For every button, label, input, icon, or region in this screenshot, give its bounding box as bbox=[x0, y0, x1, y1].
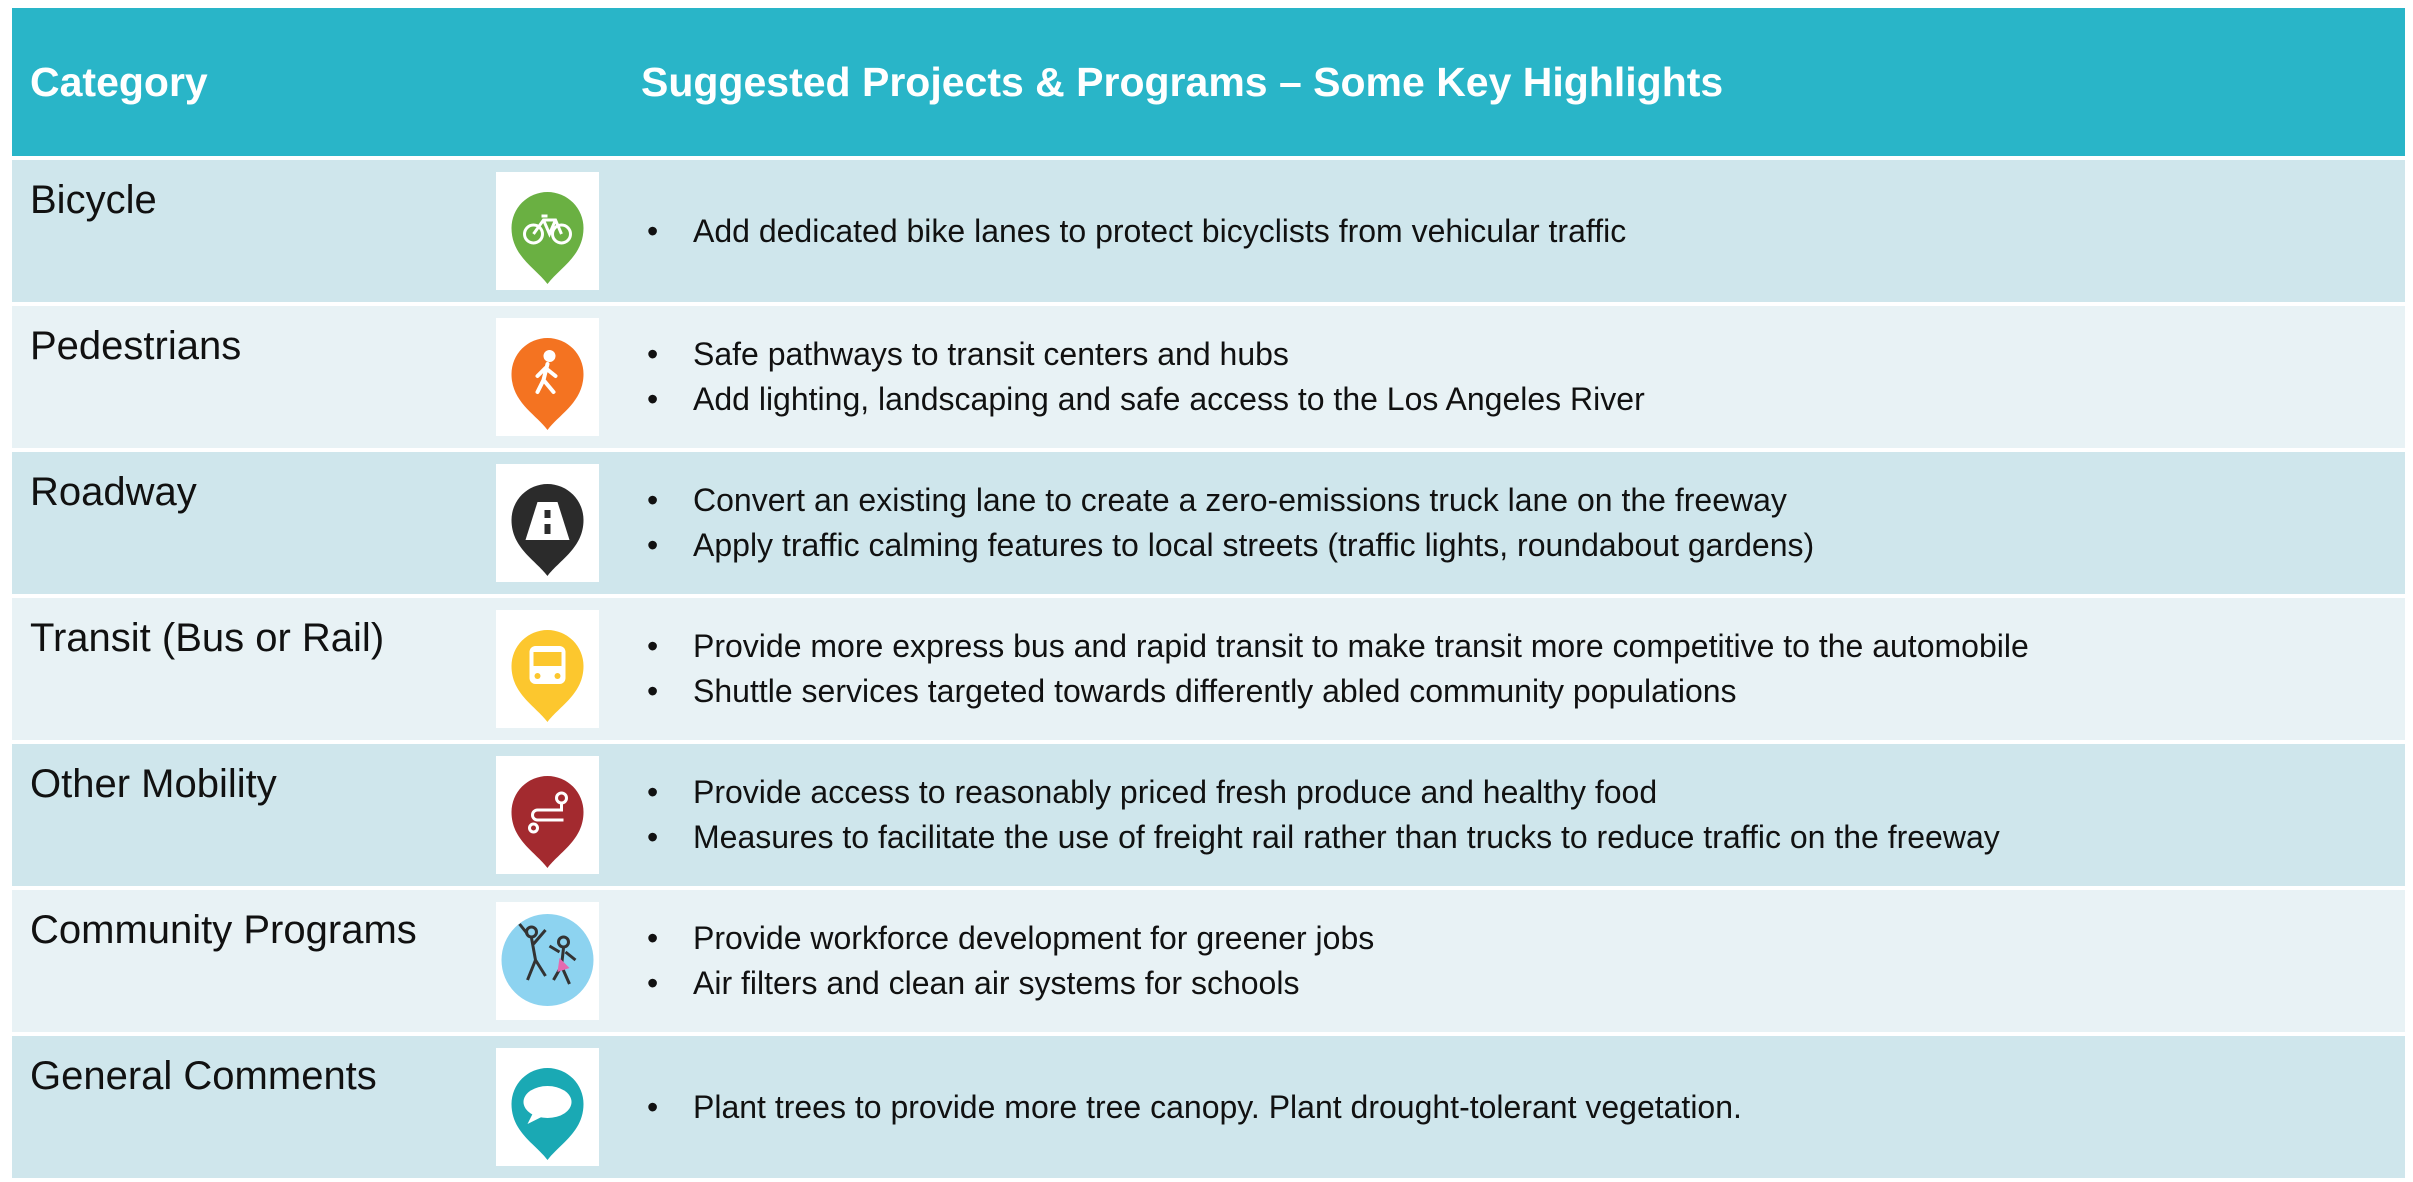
bullet-text: Add lighting, landscaping and safe acces… bbox=[693, 381, 1645, 417]
bullet-item: • Provide workforce development for green… bbox=[647, 916, 2405, 961]
table-row: Community Programs • Provide workforce dev… bbox=[12, 890, 2405, 1032]
category-icon bbox=[496, 318, 599, 436]
bullet-item: • Plant trees to provide more tree canopy… bbox=[647, 1085, 2405, 1130]
bullet-text: Apply traffic calming features to local … bbox=[693, 527, 1815, 563]
bullet-text: Plant trees to provide more tree canopy.… bbox=[693, 1088, 1742, 1125]
header-cell: Category bbox=[30, 58, 208, 105]
bullet-dot: • bbox=[647, 381, 659, 417]
bullet-text: Measures to facilitate the use of freigh… bbox=[693, 819, 2000, 855]
bullet-item: • Air filters and clean air systems for s… bbox=[647, 961, 2405, 1006]
highlights-cell: • Plant trees to provide more tree canopy… bbox=[623, 1036, 2405, 1178]
bullet-text: Air filters and clean air systems for sc… bbox=[693, 965, 1300, 1001]
category-icon bbox=[496, 172, 599, 290]
category-cell: Bicycle bbox=[12, 160, 619, 302]
category-icon bbox=[496, 756, 599, 874]
bullet-dot: • bbox=[647, 527, 659, 563]
category-label: Bicycle bbox=[30, 178, 157, 222]
bullet-text: Shuttle services targeted towards differ… bbox=[693, 673, 1737, 709]
table-row: Roadway • Convert an existing lane to crea… bbox=[12, 452, 2405, 594]
category-icon bbox=[496, 610, 599, 728]
category-cell: Other Mobility bbox=[12, 744, 619, 886]
category-icon bbox=[496, 1048, 599, 1166]
bullet-dot: • bbox=[647, 628, 659, 664]
bullet-text: Convert an existing lane to create a zer… bbox=[693, 482, 1787, 518]
highlights-cell: • Provide more express bus and rapid tran… bbox=[623, 598, 2405, 740]
highlights-cell: • Convert an existing lane to create a ze… bbox=[623, 452, 2405, 594]
category-cell: Pedestrians bbox=[12, 306, 619, 448]
highlights-cell: • Add dedicated bike lanes to protect bic… bbox=[623, 160, 2405, 302]
table-row: Bicycle • Add dedicated bike lanes to prot… bbox=[12, 160, 2405, 302]
bullet-item: • Add dedicated bike lanes to protect bic… bbox=[647, 209, 2405, 254]
category-cell: Community Programs bbox=[12, 890, 619, 1032]
bullet-dot: • bbox=[647, 920, 659, 956]
table-row: Pedestrians • Safe pathways to transit cen… bbox=[12, 306, 2405, 448]
bullet-dot: • bbox=[647, 819, 659, 855]
bullet-text: Add dedicated bike lanes to protect bicy… bbox=[693, 212, 1627, 249]
category-label: Transit (Bus or Rail) bbox=[30, 616, 385, 660]
bullet-item: • Provide more express bus and rapid tran… bbox=[647, 624, 2405, 669]
header-row: Category Suggested Projects & Programs –… bbox=[12, 8, 2405, 156]
category-icon bbox=[496, 464, 599, 582]
bullet-item: • Safe pathways to transit centers and hu… bbox=[647, 332, 2405, 377]
table-row: General Comments • Plant trees to provide … bbox=[12, 1036, 2405, 1178]
bullet-dot: • bbox=[647, 673, 659, 709]
header-cell: Suggested Projects & Programs – Some Key… bbox=[641, 58, 1724, 105]
bullet-text: Provide more express bus and rapid trans… bbox=[693, 628, 2029, 664]
highlights-cell: • Safe pathways to transit centers and hu… bbox=[623, 306, 2405, 448]
category-cell: Transit (Bus or Rail) bbox=[12, 598, 619, 740]
category-label: Pedestrians bbox=[30, 324, 242, 368]
table: Category Suggested Projects & Programs –… bbox=[12, 8, 2405, 1182]
bullet-text: Provide access to reasonably priced fres… bbox=[693, 774, 1658, 810]
category-label: Roadway bbox=[30, 470, 197, 514]
category-label: Other Mobility bbox=[30, 762, 277, 806]
bullet-text: Safe pathways to transit centers and hub… bbox=[693, 336, 1289, 372]
category-cell: Roadway bbox=[12, 452, 619, 594]
bullet-dot: • bbox=[647, 965, 659, 1001]
bullet-item: • Measures to facilitate the use of freig… bbox=[647, 815, 2405, 860]
bullet-item: • Add lighting, landscaping and safe acce… bbox=[647, 377, 2405, 422]
category-label: General Comments bbox=[30, 1054, 377, 1098]
category-label: Community Programs bbox=[30, 908, 417, 952]
bullet-dot: • bbox=[647, 774, 659, 810]
category-icon bbox=[496, 902, 599, 1020]
bullet-item: • Convert an existing lane to create a ze… bbox=[647, 478, 2405, 523]
table-row: Transit (Bus or Rail) • Provide more expre… bbox=[12, 598, 2405, 740]
bullet-item: • Shuttle services targeted towards diffe… bbox=[647, 669, 2405, 714]
bullet-dot: • bbox=[647, 212, 659, 249]
highlights-cell: • Provide workforce development for green… bbox=[623, 890, 2405, 1032]
bullet-dot: • bbox=[647, 1088, 659, 1125]
bullet-item: • Provide access to reasonably priced fre… bbox=[647, 770, 2405, 815]
highlights-cell: • Provide access to reasonably priced fre… bbox=[623, 744, 2405, 886]
bullet-dot: • bbox=[647, 336, 659, 372]
table-row: Other Mobility • Provide access to reasona… bbox=[12, 744, 2405, 886]
bullet-item: • Apply traffic calming features to local… bbox=[647, 523, 2405, 568]
bullet-dot: • bbox=[647, 482, 659, 518]
bullet-text: Provide workforce development for greene… bbox=[693, 920, 1375, 956]
category-cell: General Comments bbox=[12, 1036, 619, 1178]
